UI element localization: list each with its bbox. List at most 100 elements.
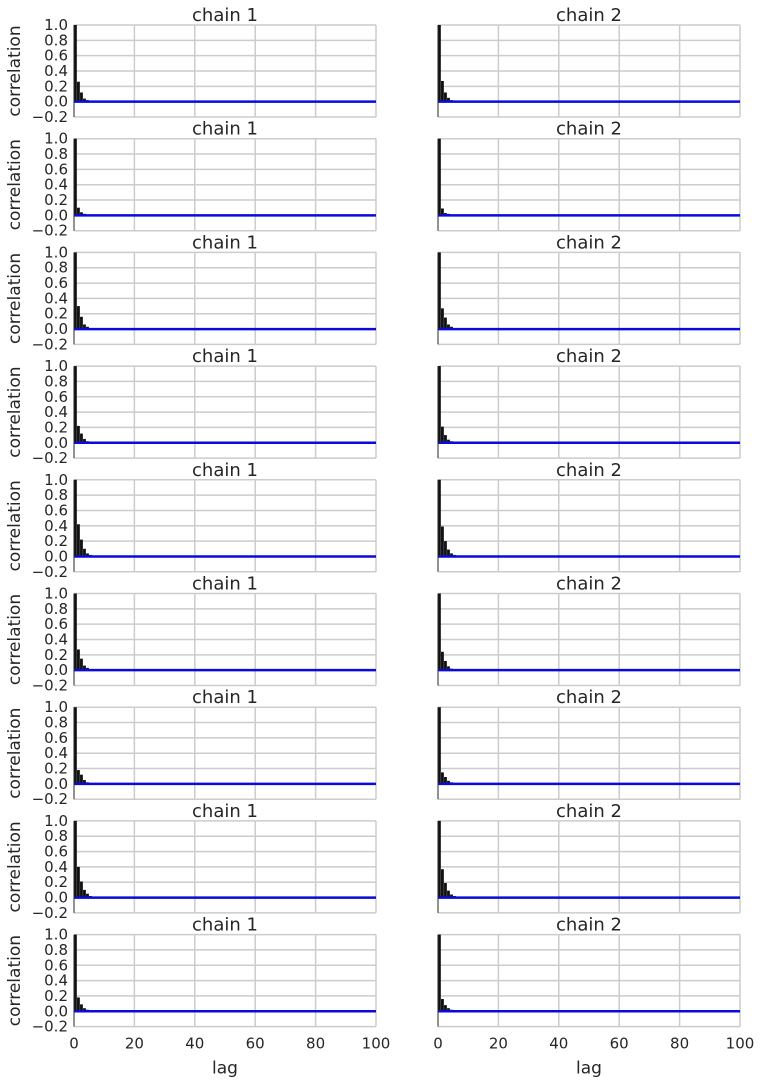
panel-title: chain 2 bbox=[556, 460, 622, 481]
y-tick-label: 0.0 bbox=[44, 775, 68, 793]
acf-bar bbox=[86, 893, 89, 898]
acf-bar bbox=[441, 426, 444, 443]
y-tick-label: 0.8 bbox=[44, 145, 68, 163]
panel-title: chain 1 bbox=[192, 801, 258, 822]
y-tick-label: 1.0 bbox=[44, 16, 68, 34]
acf-bar bbox=[83, 98, 86, 102]
y-axis-label: correlation bbox=[5, 25, 25, 116]
y-tick-label: 0.4 bbox=[44, 972, 68, 990]
panel-r8-c1: chain 1 −0.20.00.20.40.60.81.0 correlation bbox=[5, 801, 377, 922]
y-tick-label: 0.6 bbox=[44, 501, 68, 519]
acf-bar bbox=[444, 1005, 447, 1012]
acf-bar bbox=[438, 479, 441, 557]
y-tick-label: 0.8 bbox=[44, 600, 68, 618]
acf-bar bbox=[441, 80, 444, 102]
acf-bar bbox=[444, 776, 447, 784]
y-tick-label: 0.2 bbox=[44, 77, 68, 95]
y-tick-label: 0.4 bbox=[44, 858, 68, 876]
y-tick-label: −0.2 bbox=[32, 222, 68, 240]
acf-bar bbox=[77, 770, 80, 784]
y-tick-label: 0.0 bbox=[44, 661, 68, 679]
y-tick-label: 1.0 bbox=[44, 926, 68, 944]
x-tick-label: 60 bbox=[610, 1035, 629, 1053]
y-tick-label: −0.2 bbox=[32, 904, 68, 922]
acf-bar bbox=[444, 660, 447, 671]
y-tick-label: 0.2 bbox=[44, 646, 68, 664]
y-tick-label: 0.2 bbox=[44, 305, 68, 323]
y-axis-label: correlation bbox=[5, 139, 25, 230]
panel-r1-c1: chain 1 −0.20.00.20.40.60.81.0 correlation bbox=[5, 5, 377, 126]
panel-r5-c1: chain 1 −0.20.00.20.40.60.81.0 correlation bbox=[5, 460, 377, 581]
y-tick-label: 0.6 bbox=[44, 160, 68, 178]
x-tick-label: 100 bbox=[726, 1035, 755, 1053]
acf-bar bbox=[450, 553, 453, 557]
panel-title: chain 1 bbox=[192, 460, 258, 481]
acf-bar bbox=[74, 25, 77, 102]
x-axis-label: lag bbox=[576, 1059, 602, 1079]
panel-r7-c2: chain 2 bbox=[437, 687, 741, 800]
y-tick-label: 0.4 bbox=[44, 403, 68, 421]
acf-bar bbox=[80, 316, 83, 330]
y-tick-label: 0.8 bbox=[44, 714, 68, 732]
y-tick-label: 0.8 bbox=[44, 31, 68, 49]
panel-r9-c2: chain 2 0 20 40 60 80 100 lag bbox=[433, 915, 754, 1079]
y-tick-label: 1.0 bbox=[44, 243, 68, 261]
y-tick-label: −0.2 bbox=[32, 1018, 68, 1036]
y-tick-label: 0.6 bbox=[44, 47, 68, 65]
panel-title: chain 1 bbox=[192, 5, 258, 26]
y-tick-label: 0.8 bbox=[44, 827, 68, 845]
x-tick-label: 40 bbox=[549, 1035, 568, 1053]
y-axis-label: correlation bbox=[5, 935, 25, 1026]
acf-bar bbox=[83, 665, 86, 671]
y-axis-label: correlation bbox=[5, 708, 25, 799]
panel-r5-c2: chain 2 bbox=[437, 460, 741, 573]
panel-r8-c2: chain 2 bbox=[437, 801, 741, 914]
panel-r3-c2: chain 2 bbox=[437, 232, 741, 346]
y-tick-label: 0.0 bbox=[44, 206, 68, 224]
acf-bar bbox=[74, 707, 77, 784]
acf-bar bbox=[77, 81, 80, 102]
y-tick-label: −0.2 bbox=[32, 790, 68, 808]
x-tick-label: 40 bbox=[185, 1035, 204, 1053]
y-tick-label: 0.6 bbox=[44, 274, 68, 292]
y-tick-label: 0.8 bbox=[44, 259, 68, 277]
acf-bar bbox=[447, 666, 450, 671]
y-tick-label: 0.2 bbox=[44, 873, 68, 891]
y-tick-label: 0.2 bbox=[44, 987, 68, 1005]
panel-title: chain 1 bbox=[192, 232, 258, 253]
panel-title: chain 1 bbox=[192, 346, 258, 367]
panel-r4-c2: chain 2 bbox=[437, 346, 741, 459]
y-axis-label: correlation bbox=[5, 366, 25, 457]
panel-r9-c1: chain 1 −0.20.00.20.40.60.81.0 correlation… bbox=[5, 915, 390, 1079]
acf-bar bbox=[74, 820, 77, 898]
acf-bar bbox=[77, 524, 80, 557]
y-tick-label: −0.2 bbox=[32, 108, 68, 126]
x-tick-label: 80 bbox=[306, 1035, 325, 1053]
y-tick-label: 0.0 bbox=[44, 434, 68, 452]
y-tick-label: 0.8 bbox=[44, 941, 68, 959]
acf-bar bbox=[447, 439, 450, 443]
y-tick-label: 0.0 bbox=[44, 93, 68, 111]
x-tick-label: 20 bbox=[489, 1035, 508, 1053]
y-tick-label: 0.2 bbox=[44, 532, 68, 550]
acf-bar bbox=[74, 934, 77, 1012]
x-axis-label: lag bbox=[212, 1059, 238, 1079]
y-tick-label: 0.8 bbox=[44, 486, 68, 504]
acf-bar bbox=[447, 549, 450, 557]
y-tick-label: 1.0 bbox=[44, 812, 68, 830]
acf-bar bbox=[441, 308, 444, 330]
acf-bar bbox=[438, 934, 441, 1012]
y-tick-label: −0.2 bbox=[32, 677, 68, 695]
panel-title: chain 2 bbox=[556, 801, 622, 822]
y-tick-label: 0.0 bbox=[44, 1002, 68, 1020]
acf-bar bbox=[447, 1008, 450, 1012]
y-tick-label: −0.2 bbox=[32, 563, 68, 581]
y-tick-label: 0.4 bbox=[44, 631, 68, 649]
y-tick-label: −0.2 bbox=[32, 449, 68, 467]
y-tick-label: 1.0 bbox=[44, 585, 68, 603]
panel-title: chain 1 bbox=[192, 119, 258, 140]
x-tick-label: 0 bbox=[433, 1035, 443, 1053]
acf-bar bbox=[77, 425, 80, 443]
acf-bar bbox=[83, 548, 86, 557]
